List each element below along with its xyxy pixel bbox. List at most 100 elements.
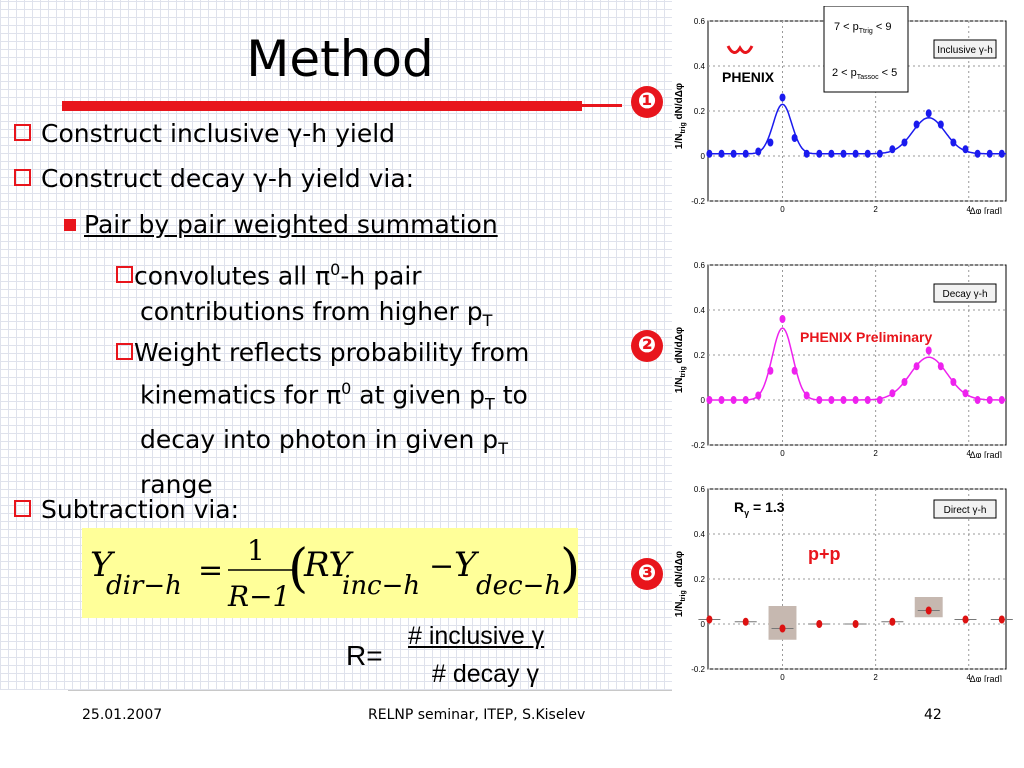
y-tick-label: 0.2 [694, 107, 706, 116]
data-point [986, 149, 993, 158]
y-tick-label: 0.6 [694, 485, 706, 494]
phenix-logo-icon [726, 45, 754, 54]
data-point [779, 624, 786, 633]
data-point [986, 396, 993, 404]
y-tick-label: -0.2 [691, 665, 705, 674]
data-point [962, 145, 969, 154]
y-tick-label: 0 [701, 620, 706, 629]
y-tick-label: 0 [701, 396, 706, 405]
data-point [864, 149, 871, 158]
data-point [852, 149, 859, 158]
data-point [974, 396, 981, 404]
data-point [840, 149, 847, 158]
data-point [998, 396, 1005, 404]
kinematics-box [823, 6, 909, 93]
data-point [962, 615, 969, 624]
y-tick-label: 0.4 [694, 62, 706, 71]
bullet-weight: Weight reflects probability from kinemat… [116, 335, 529, 503]
data-point [706, 396, 713, 404]
superscript: 0 [330, 260, 341, 279]
bullet-text: decay into photon in given p [140, 425, 499, 455]
data-point [816, 149, 823, 158]
x-tick-label: 4 [967, 205, 972, 214]
marker-3-icon: ❸ [631, 558, 663, 590]
data-point [974, 149, 981, 158]
bullet-text: Pair by pair weighted summation [84, 210, 498, 239]
data-point [840, 396, 847, 404]
bullet-text: convolutes all [134, 261, 316, 291]
y-axis-label: 1/Ntrig dN/dΔφ [674, 83, 687, 149]
y-tick-label: 0 [701, 152, 706, 161]
data-point [755, 391, 762, 400]
data-point [864, 396, 871, 404]
formula-equals: = [198, 553, 223, 588]
x-tick-label: 0 [780, 205, 785, 214]
y-tick-label: 0.2 [694, 351, 706, 360]
bullet-text: range [140, 470, 213, 500]
bullet-text: -h pair [340, 261, 422, 291]
bullet-inclusive: Construct inclusive γ-h yield [14, 116, 395, 152]
x-tick-label: 4 [967, 673, 972, 682]
chart-legend-box [933, 283, 997, 303]
bullet-text: Weight reflects probability from [134, 338, 530, 367]
data-point [828, 396, 835, 404]
data-point [889, 145, 896, 154]
kinematics-line1: 7 < pTtrig < 9 [834, 21, 891, 35]
data-point [876, 396, 883, 404]
data-point [755, 147, 762, 156]
chart-title: Inclusive γ-h [937, 45, 993, 56]
hollow-square-bullet-icon [116, 343, 133, 360]
bullet-text: at given p [351, 380, 486, 410]
y-tick-label: 0.2 [694, 575, 706, 584]
bullet-convolutes: convolutes all π0-h pair contributions f… [116, 252, 492, 339]
slide-title: Method [246, 30, 434, 88]
data-point [803, 391, 810, 400]
ratio-label: R= [346, 640, 383, 671]
x-axis-label: Δφ [rad] [970, 674, 1002, 682]
gamma-symbol: γ [287, 119, 303, 148]
y-tick-label: 0.4 [694, 306, 706, 315]
data-point [742, 149, 749, 158]
bullet-text: -h yield [302, 119, 396, 148]
bullet-text: Construct inclusive [41, 119, 288, 148]
data-point [901, 378, 908, 386]
data-point [791, 366, 798, 375]
formula-denominator: R−1 [227, 580, 290, 613]
y-tick-label: 0.4 [694, 530, 706, 539]
filled-square-bullet-icon [64, 219, 76, 231]
data-point [925, 606, 932, 615]
chart-title: Decay γ-h [942, 289, 987, 300]
data-point [937, 120, 944, 129]
x-tick-label: 0 [780, 449, 785, 458]
bullet-decay: Construct decay γ-h yield via: [14, 161, 414, 197]
y-axis-label: 1/Ntrig dN/dΔφ [674, 551, 687, 617]
systematic-error-box [768, 606, 797, 640]
data-point [937, 362, 944, 371]
hollow-square-bullet-icon [14, 500, 31, 517]
subscript: T [498, 439, 508, 459]
hollow-square-bullet-icon [14, 124, 31, 141]
ratio-denominator: # decay γ [432, 660, 540, 688]
x-axis-label: Δφ [rad] [970, 450, 1002, 458]
data-point [876, 149, 883, 158]
bullet-text: contributions from higher p [140, 297, 483, 327]
chart-title: Direct γ-h [944, 505, 987, 516]
x-tick-label: 0 [780, 673, 785, 682]
marker-2-icon: ❷ [631, 330, 663, 362]
y-tick-label: 0.6 [694, 261, 706, 270]
footer-date: 25.01.2007 [82, 707, 163, 723]
pi-symbol: π [326, 380, 342, 410]
data-point [950, 138, 957, 147]
formula-paren-left: ( [288, 539, 308, 599]
title-underline-connector [582, 104, 622, 107]
data-point [706, 615, 713, 624]
bullet-text: kinematics for [140, 380, 327, 410]
data-point [706, 149, 713, 158]
y-tick-label: -0.2 [691, 197, 705, 206]
chart-decay: 0 2 4 0.6 0.4 0.2 0 -0.2 1/Ntrig dN/dΔφ Δφ [rad… [674, 261, 1007, 458]
data-point [779, 315, 786, 323]
superscript: 0 [341, 379, 352, 398]
chart-inclusive: 0 2 4 0.6 0.4 0.2 0 -0.2 1/Ntrig dN/dΔφ Δφ [rad… [674, 6, 1007, 214]
chart-direct: 0 2 4 0.6 0.4 0.2 0 -0.2 1/Ntrig dN/dΔφ Δφ [rad… [674, 485, 1013, 682]
formula-ry: RY [303, 545, 355, 585]
